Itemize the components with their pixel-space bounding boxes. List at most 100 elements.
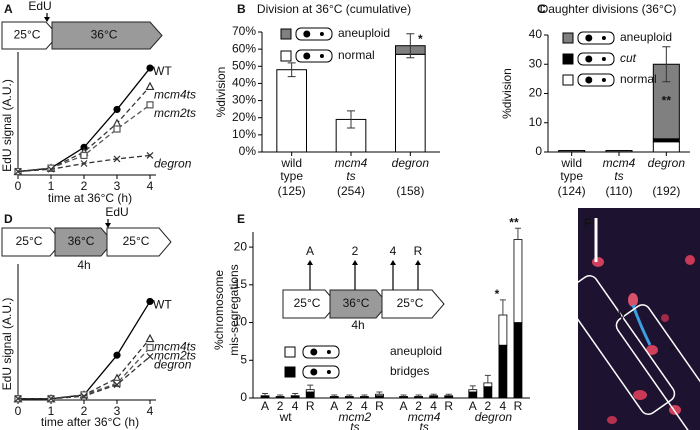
x-tick-label: A — [261, 399, 269, 413]
y-tick-label: 30 — [529, 56, 543, 70]
error-bar — [499, 299, 506, 315]
bar-segment — [375, 393, 384, 397]
group-label: wt — [279, 410, 293, 424]
series-label: mcm4ts — [154, 88, 196, 102]
bar-segment — [305, 389, 315, 393]
point — [14, 395, 22, 403]
error-bar — [307, 384, 314, 390]
x-tick-label: 2 — [81, 404, 88, 418]
legend-label: normal — [338, 48, 375, 62]
x-tick-label: 3 — [114, 404, 121, 418]
marker-label: EdU — [105, 205, 128, 219]
image-mark: * — [670, 344, 675, 358]
x-tick-label: R — [514, 399, 523, 413]
x-tick-label: 3 — [114, 179, 121, 193]
bar-segment — [399, 396, 408, 399]
point — [113, 105, 121, 114]
stage-label: 25°C — [14, 28, 41, 42]
y-axis-label: EdU signal (A.U.) — [0, 79, 14, 172]
error-bar — [430, 393, 437, 396]
group-label: mcm4 ts — [408, 410, 441, 430]
x-tick-label: 2 — [81, 179, 88, 193]
count-label: (125) — [278, 184, 306, 198]
point — [146, 353, 154, 360]
panel-letter: A — [4, 2, 13, 16]
point — [113, 379, 121, 387]
bar-segment — [652, 141, 680, 153]
point — [146, 343, 154, 352]
x-axis-label: time after 36°C (h) — [41, 415, 139, 429]
bar-segment — [305, 391, 315, 399]
y-tick-label: 40 — [529, 27, 543, 41]
point — [146, 297, 154, 306]
text-line: degron — [475, 410, 513, 424]
cell-icon-nucleus — [601, 57, 606, 61]
series-label: WT — [153, 64, 172, 78]
bar-segment — [260, 395, 270, 399]
panel-letter: C — [537, 2, 546, 16]
bar-segment — [513, 239, 523, 323]
y-tick-label: 60% — [232, 41, 256, 55]
y-tick-label: 0% — [239, 144, 257, 158]
point — [47, 164, 55, 172]
error-bar — [277, 394, 284, 397]
panel-letter: F — [584, 216, 591, 230]
point — [145, 81, 155, 91]
point — [113, 125, 121, 133]
error-bar — [400, 394, 407, 397]
series-line — [18, 301, 151, 400]
y-tick-label: 20 — [529, 86, 543, 100]
cell-icon — [577, 73, 615, 87]
y-axis-label: %division — [500, 68, 514, 119]
legend-label: aneuploid — [390, 344, 442, 358]
cell-icon-nucleus — [310, 348, 318, 356]
series-line — [17, 104, 151, 173]
series-label: degron — [154, 157, 192, 171]
x-tick-label: 2 — [346, 399, 353, 413]
series-line — [17, 86, 151, 173]
legend-swatch — [284, 346, 296, 358]
legend-label: cut — [620, 51, 637, 65]
point — [80, 392, 88, 400]
cell-icon-nucleus — [310, 368, 318, 376]
x-tick-label: 2 — [277, 399, 284, 413]
timepoint-label: R — [414, 244, 423, 258]
panel-letter: D — [4, 212, 13, 226]
count-label: (192) — [652, 184, 680, 198]
error-bar — [662, 46, 671, 83]
bar-segment — [468, 391, 478, 399]
y-axis-label: %chromosomemis-segregations — [212, 264, 241, 355]
error-bar — [361, 394, 368, 397]
bar-segment — [275, 396, 285, 399]
stage-arrow — [51, 21, 163, 50]
error-bar — [331, 394, 338, 397]
y-tick-label: 20% — [232, 110, 256, 124]
bar-segment — [498, 344, 508, 399]
text-line: mcm4 — [603, 156, 636, 170]
series-label: WT — [153, 298, 172, 312]
text-line: mcm4 — [335, 156, 368, 170]
bar-segment — [276, 69, 308, 153]
cell-icon-nucleus — [601, 78, 606, 82]
stage-label: 25°C — [16, 234, 43, 248]
group-label: degron — [475, 410, 513, 424]
point — [80, 160, 88, 167]
cell-icon — [295, 27, 333, 41]
micrograph-content — [562, 218, 700, 430]
cell-icon-nucleus — [585, 34, 593, 42]
bar-segment — [329, 396, 339, 399]
text-line: type — [280, 169, 303, 183]
series-label: mcm2ts — [154, 349, 196, 363]
bar-segment — [395, 53, 426, 153]
cell-icon — [302, 365, 340, 379]
text-line: mcm2 — [339, 410, 372, 424]
cell-icon-nucleus — [601, 36, 606, 40]
text-line: wild — [280, 156, 302, 170]
significance: ** — [509, 215, 519, 229]
x-tick-label: mcm4 ts — [603, 156, 636, 183]
stage-label: 25°C — [123, 234, 150, 248]
text-line: degron — [648, 156, 686, 170]
bar-segment — [483, 386, 493, 399]
cell-icon — [295, 49, 333, 63]
x-tick-label: mcm4 ts — [335, 156, 368, 183]
